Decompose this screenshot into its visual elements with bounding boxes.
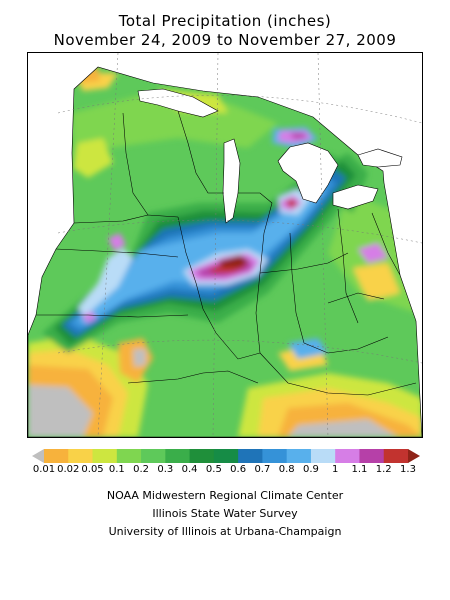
color-scale-bar xyxy=(32,449,420,463)
map-title: Total Precipitation (inches) xyxy=(118,12,332,30)
precipitation-map-svg xyxy=(28,53,422,437)
color-scale-swatch xyxy=(141,449,166,463)
color-scale-label: 0.05 xyxy=(81,464,104,475)
color-scale-labels: 0.01 0.02 0.05 0.1 0.2 0.3 0.4 0.5 0.6 0.7 0.8 0.9 1… xyxy=(0,464,450,480)
region-outline xyxy=(28,66,422,437)
color-scale-label: 0.9 xyxy=(302,464,319,475)
color-scale-label: 1.2 xyxy=(375,464,392,475)
state-borders xyxy=(36,110,417,396)
color-scale-label: 0.4 xyxy=(181,464,198,475)
color-scale-tip-right xyxy=(408,449,420,463)
color-scale-label: 1 xyxy=(332,464,339,475)
credit-line-3: University of Illinois at Urbana-Champai… xyxy=(108,525,342,538)
color-scale-label: 0.3 xyxy=(157,464,174,475)
color-scale-label: 1.3 xyxy=(400,464,416,475)
color-scale-label: 0.8 xyxy=(278,464,295,475)
lake-erie xyxy=(332,184,379,210)
color-scale-label: 0.02 xyxy=(57,464,80,475)
credit-line-2: Illinois State Water Survey xyxy=(152,507,298,520)
color-scale-label: 0.01 xyxy=(32,464,56,475)
color-scale-swatch xyxy=(383,449,409,463)
color-scale-label: 0.6 xyxy=(230,464,247,475)
color-scale-swatch xyxy=(310,449,336,463)
color-scale-swatch xyxy=(213,449,239,463)
great-lakes xyxy=(137,88,403,224)
color-scale-label: 0.2 xyxy=(133,464,150,475)
precipitation-color-scale xyxy=(32,448,420,467)
color-scale-label: 0.1 xyxy=(108,464,125,475)
color-scale-swatch xyxy=(116,449,142,463)
color-scale-swatch xyxy=(44,449,69,463)
color-scale-swatch xyxy=(262,449,288,463)
color-scale-swatch xyxy=(189,449,215,463)
color-scale-swatch xyxy=(68,449,94,463)
lake-superior xyxy=(137,88,219,118)
precipitation-map xyxy=(27,52,423,438)
color-scale-swatch xyxy=(359,449,385,463)
lake-ontario xyxy=(357,148,403,168)
graticule xyxy=(57,53,422,437)
color-scale-swatch xyxy=(335,449,360,463)
color-scale-swatch xyxy=(286,449,312,463)
precip-field xyxy=(28,67,422,437)
color-scale-swatch xyxy=(165,449,191,463)
color-scale-label: 1.1 xyxy=(351,464,368,475)
map-subtitle: November 24, 2009 to November 27, 2009 xyxy=(53,31,397,49)
color-scale-swatch xyxy=(92,449,118,463)
lake-huron xyxy=(277,142,339,204)
color-scale-tip-left xyxy=(32,449,44,463)
color-scale-swatch xyxy=(238,449,263,463)
credit-line-1: NOAA Midwestern Regional Climate Center xyxy=(106,489,344,502)
color-scale-label: 0.7 xyxy=(254,464,271,475)
color-scale-label: 0.5 xyxy=(205,464,222,475)
lake-michigan xyxy=(222,138,241,224)
